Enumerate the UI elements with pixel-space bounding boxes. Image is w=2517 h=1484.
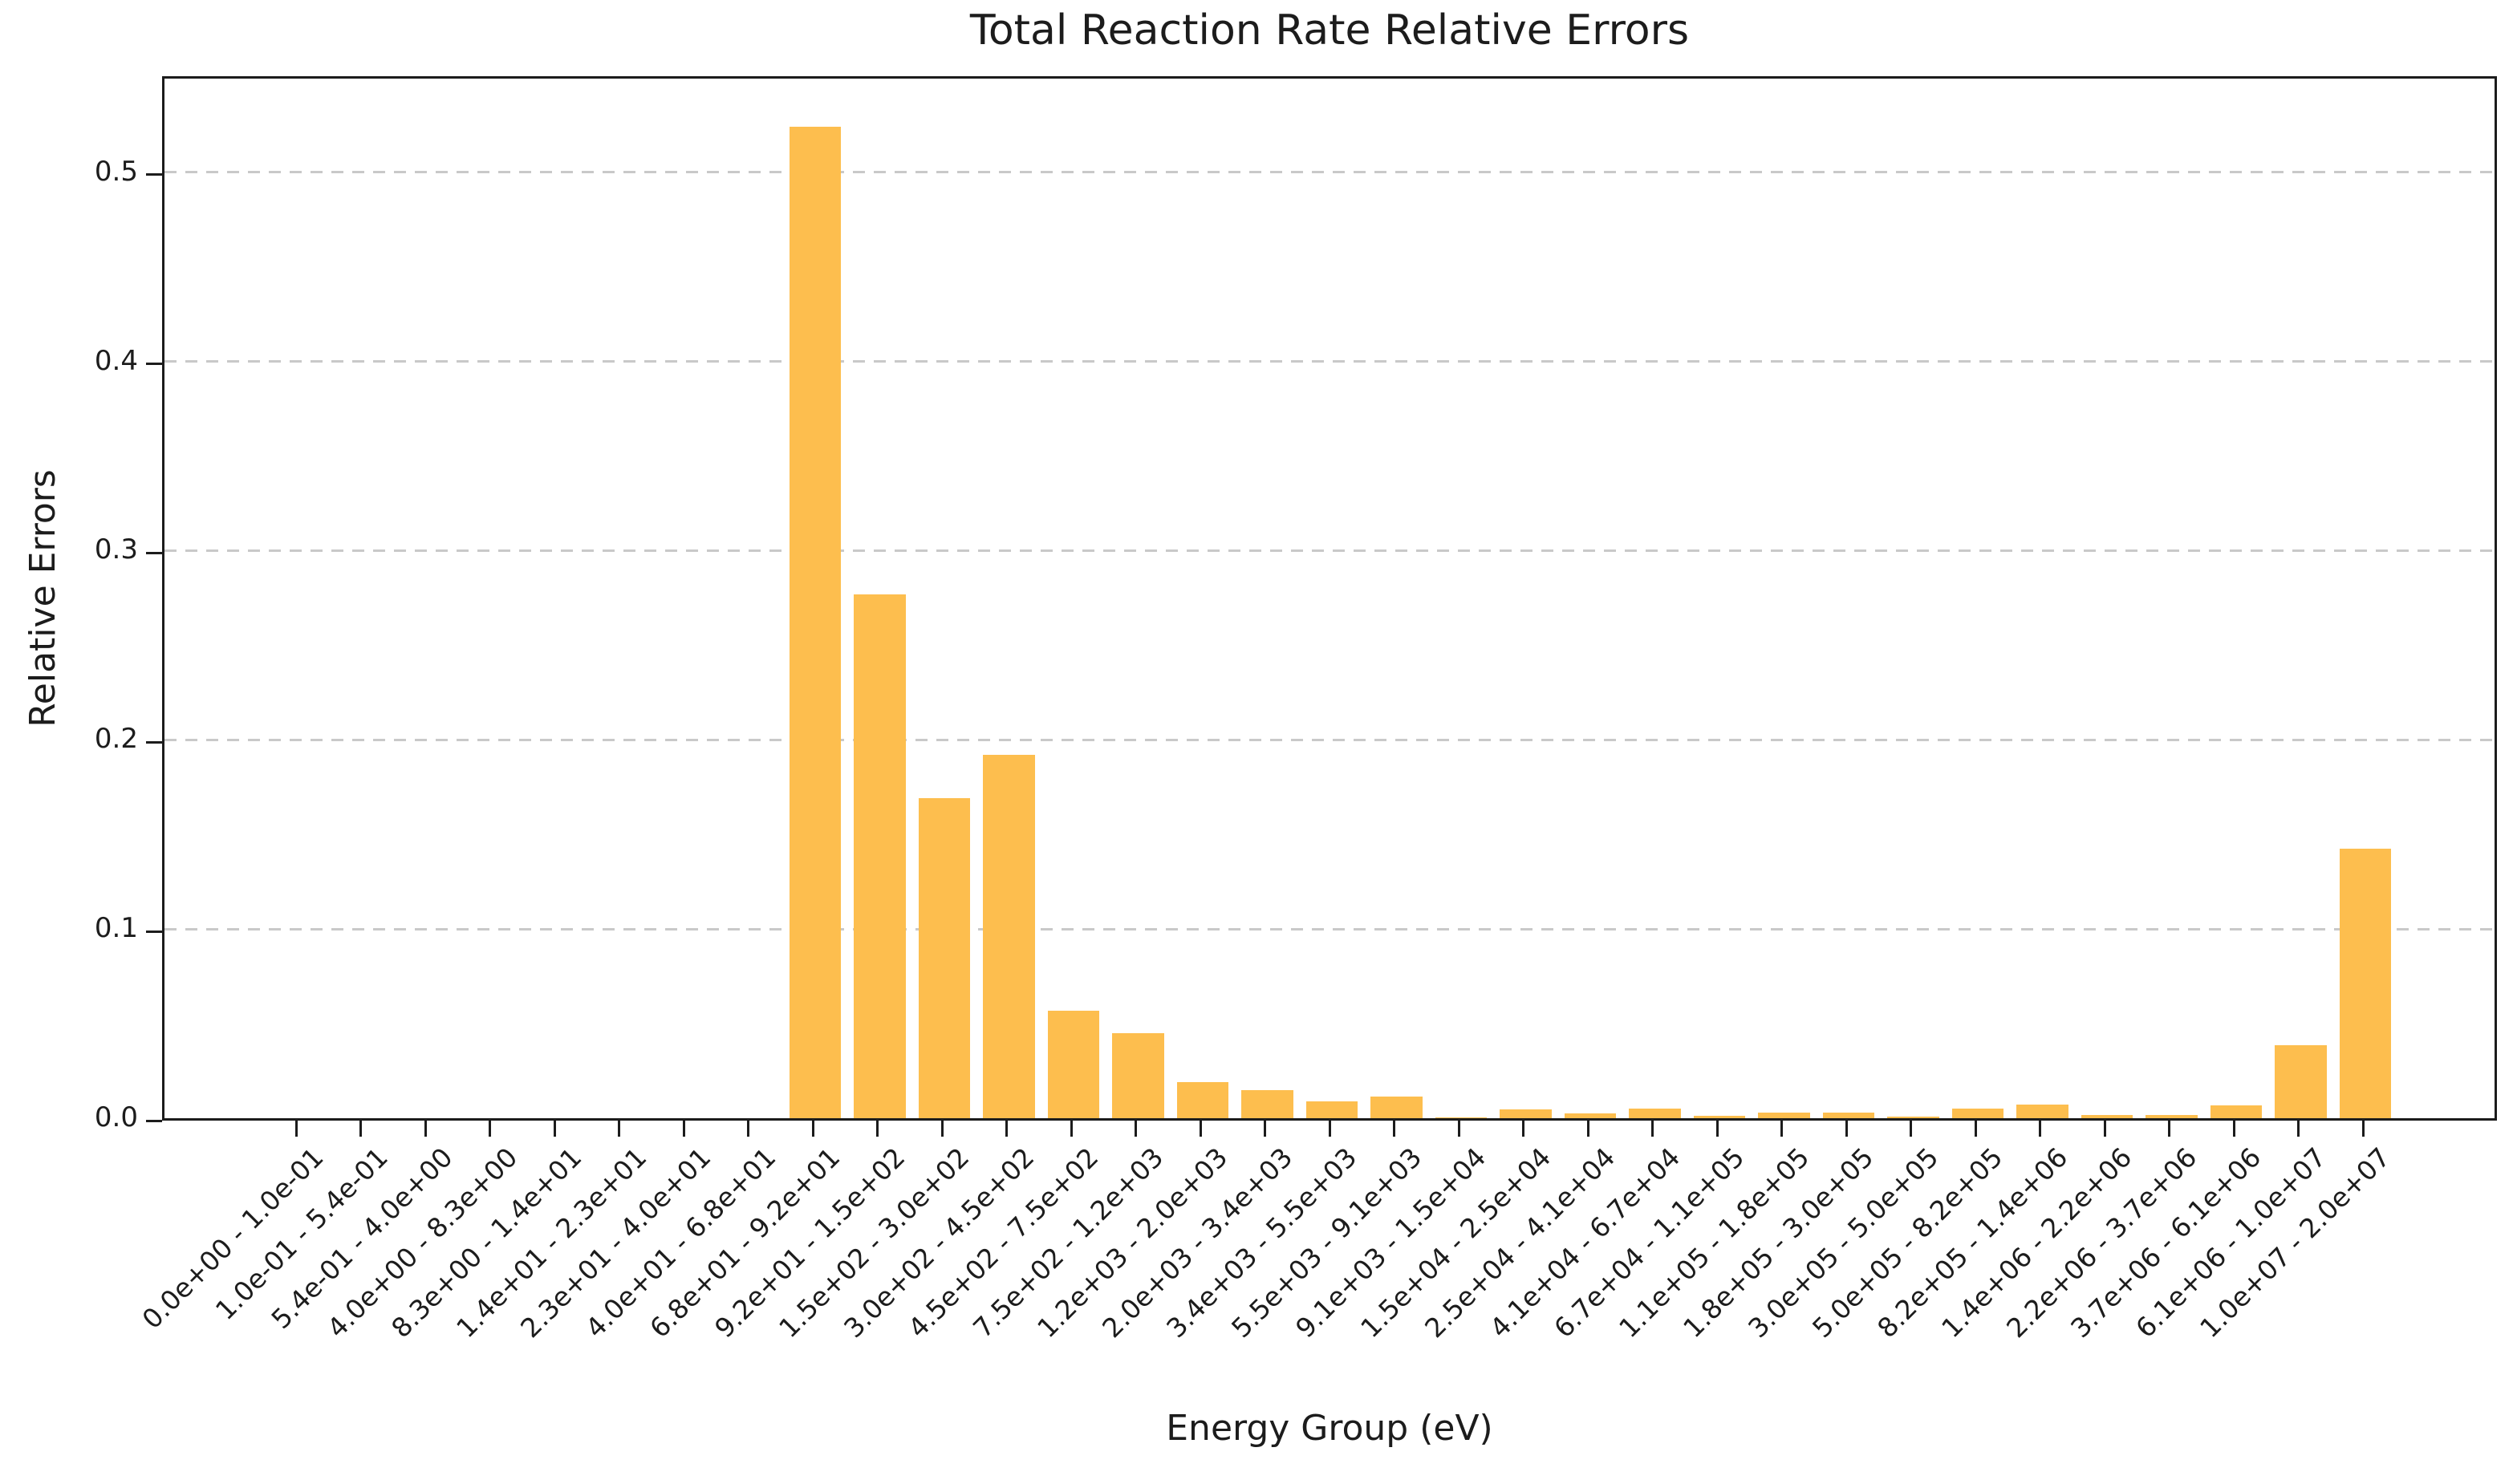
bar-3.4e+03 - 5.5e+03	[1305, 1101, 1358, 1118]
bar-1.5e+04 - 2.5e+04	[1500, 1109, 1552, 1118]
x-tick-mark	[424, 1121, 427, 1137]
x-tick-mark	[811, 1121, 814, 1137]
bar-9.1e+03 - 1.5e+04	[1435, 1117, 1488, 1118]
gridline-y-0.4	[164, 360, 2495, 363]
bar-8.2e+05 - 1.4e+06	[2016, 1104, 2068, 1118]
x-tick-mark	[1005, 1121, 1008, 1137]
x-tick-mark	[1651, 1121, 1654, 1137]
bar-2.0e+03 - 3.4e+03	[1241, 1089, 1293, 1118]
x-tick-mark	[1070, 1121, 1073, 1137]
bar-2.2e+06 - 3.7e+06	[2146, 1114, 2198, 1118]
bar-1.2e+03 - 2.0e+03	[1176, 1082, 1229, 1118]
x-tick-mark	[940, 1121, 944, 1137]
bar-9.2e+01 - 1.5e+02	[854, 594, 906, 1118]
y-tick-mark	[146, 173, 162, 176]
x-tick-mark	[1974, 1121, 1977, 1137]
x-axis-label: Energy Group (eV)	[1166, 1408, 1493, 1449]
bar-4.5e+02 - 7.5e+02	[1047, 1010, 1100, 1118]
y-tick-label: 0.2	[94, 723, 138, 756]
bar-6.1e+06 - 1.0e+07	[2275, 1045, 2327, 1118]
x-tick-mark	[2039, 1121, 2041, 1137]
x-tick-mark	[1715, 1121, 1719, 1137]
x-tick-mark	[1845, 1121, 1848, 1137]
bar-5.0e+05 - 8.2e+05	[1951, 1108, 2004, 1118]
y-tick-label: 0.1	[94, 912, 138, 945]
y-tick-mark	[146, 551, 162, 554]
gridline-y-0.3	[164, 549, 2495, 552]
x-tick-mark	[1264, 1121, 1266, 1137]
bar-3.7e+06 - 6.1e+06	[2210, 1105, 2263, 1118]
x-tick-mark	[2232, 1121, 2235, 1137]
bar-1.1e+05 - 1.8e+05	[1758, 1113, 1810, 1118]
y-tick-mark	[146, 1119, 162, 1122]
x-tick-mark	[294, 1121, 298, 1137]
x-tick-mark	[618, 1121, 620, 1137]
x-tick-mark	[1135, 1121, 1137, 1137]
y-tick-label: 0.3	[94, 533, 138, 566]
x-tick-mark	[553, 1121, 556, 1137]
x-tick-mark	[1522, 1121, 1524, 1137]
x-tick-mark	[1586, 1121, 1589, 1137]
chart-title: Total Reaction Rate Relative Errors	[969, 6, 1690, 55]
bar-3.0e+05 - 5.0e+05	[1887, 1116, 1939, 1118]
x-tick-mark	[2168, 1121, 2170, 1137]
x-tick-mark	[682, 1121, 685, 1137]
bar-4.1e+04 - 6.7e+04	[1629, 1108, 1681, 1118]
bar-3.0e+02 - 4.5e+02	[983, 755, 1035, 1118]
bar-1.4e+06 - 2.2e+06	[2081, 1114, 2133, 1118]
x-tick-mark	[1910, 1121, 1912, 1137]
y-tick-label: 0.0	[94, 1101, 138, 1133]
gridline-y-0.2	[164, 738, 2495, 741]
bar-2.5e+04 - 4.1e+04	[1564, 1113, 1617, 1118]
y-tick-mark	[146, 363, 162, 366]
bar-6.7e+04 - 1.1e+05	[1693, 1116, 1746, 1118]
y-tick-label: 0.4	[94, 344, 138, 377]
bar-1.0e+07 - 2.0e+07	[2339, 848, 2392, 1118]
y-tick-label: 0.5	[94, 155, 138, 188]
x-tick-mark	[876, 1121, 879, 1137]
bar-5.5e+03 - 9.1e+03	[1370, 1096, 1423, 1118]
x-tick-mark	[1328, 1121, 1331, 1137]
y-tick-mark	[146, 930, 162, 933]
gridline-y-0.5	[164, 171, 2495, 174]
x-tick-mark	[747, 1121, 749, 1137]
bar-1.5e+02 - 3.0e+02	[918, 798, 971, 1118]
x-tick-mark	[1199, 1121, 1202, 1137]
y-tick-mark	[146, 740, 162, 744]
x-tick-mark	[359, 1121, 362, 1137]
x-tick-mark	[1393, 1121, 1395, 1137]
gridline-y-0.1	[164, 927, 2495, 931]
x-tick-mark	[1780, 1121, 1783, 1137]
bar-6.8e+01 - 9.2e+01	[789, 127, 842, 1118]
x-tick-mark	[2361, 1121, 2365, 1137]
plot-area	[162, 76, 2497, 1121]
x-tick-mark	[489, 1121, 491, 1137]
x-tick-mark	[2103, 1121, 2106, 1137]
bar-1.8e+05 - 3.0e+05	[1822, 1112, 1875, 1118]
bar-7.5e+02 - 1.2e+03	[1112, 1032, 1164, 1118]
y-axis-label: Relative Errors	[22, 469, 63, 728]
x-tick-mark	[2297, 1121, 2300, 1137]
x-tick-mark	[1457, 1121, 1460, 1137]
